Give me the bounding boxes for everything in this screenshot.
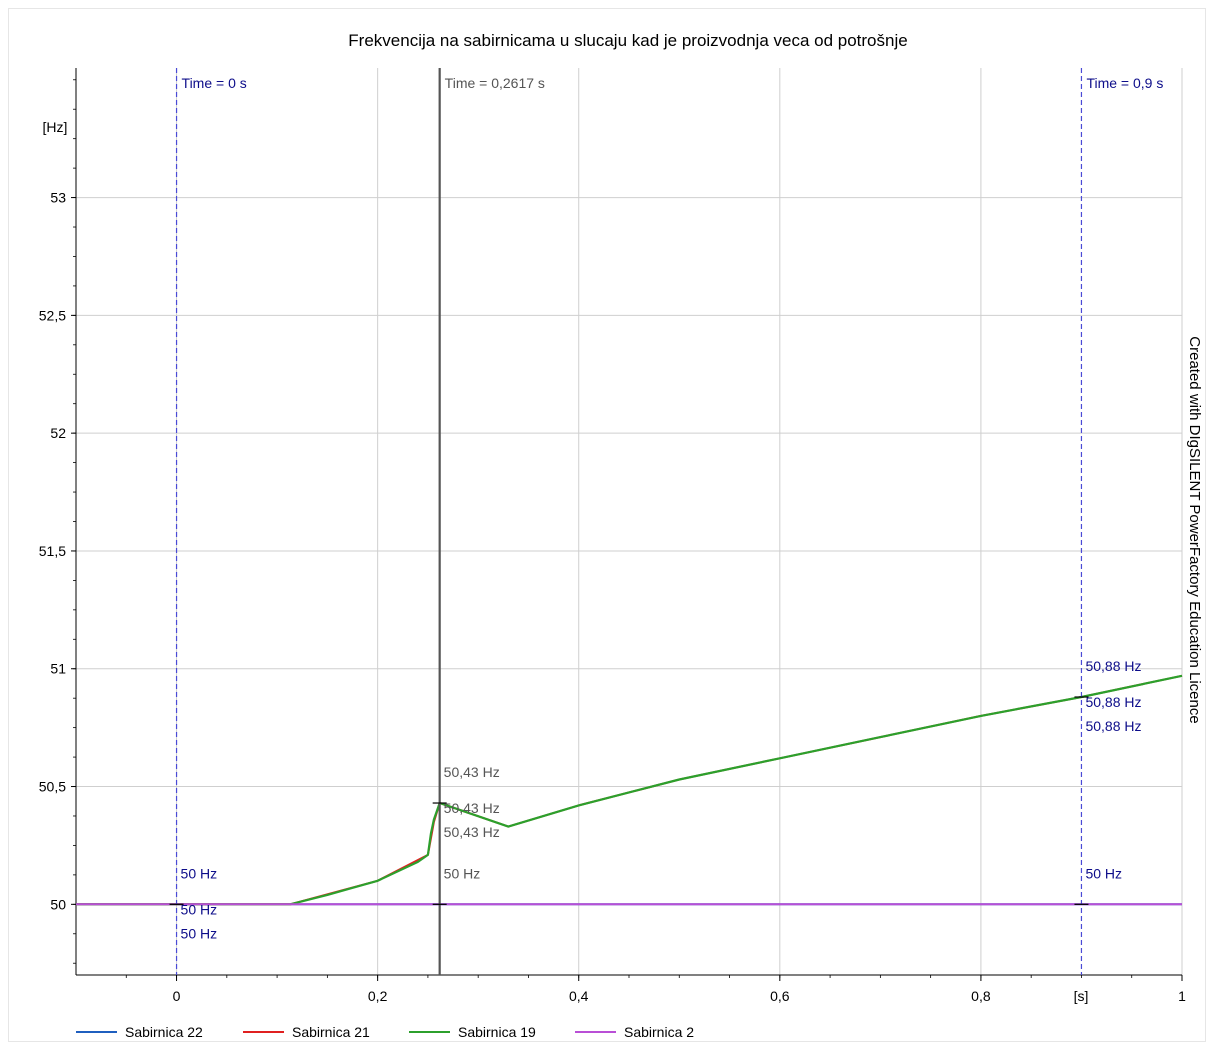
x-tick-label: 0,2 [368, 988, 388, 1004]
x-tick-label: 0,4 [569, 988, 589, 1004]
series-line-sabirnica-19 [76, 674, 1183, 906]
y-tick-label: 53 [50, 190, 66, 206]
cursor-value-label: 50,43 Hz [444, 764, 500, 780]
chart-title: Frekvencija na sabirnicama u slucaju kad… [348, 31, 907, 50]
cursor-label: Time = 0,2617 s [445, 75, 545, 91]
cursor-value-label: 50,43 Hz [444, 824, 500, 840]
legend-label: Sabirnica 2 [624, 1024, 694, 1040]
cursor-value-label: 50,88 Hz [1085, 694, 1141, 710]
axes: 50 50,5 51 51,5 52 52,5 53 0 0,2 0,4 0,6 0,8 1 [39, 68, 1186, 1004]
cursor-label: Time = 0 s [182, 75, 247, 91]
y-tick-label: 51,5 [39, 543, 66, 559]
legend-label: Sabirnica 21 [292, 1024, 370, 1040]
x-tick-label: 0,8 [971, 988, 991, 1004]
cursor-value-label: 50 Hz [1085, 865, 1122, 881]
time-cursors[interactable]: Time = 0 s 50 Hz 50 Hz 50 Hz Time = 0,2617 s… [169, 68, 1164, 975]
x-axis-unit-label: [s] [1074, 988, 1089, 1004]
cursor-value-label: 50 Hz [181, 865, 218, 881]
y-tick-label: 52 [50, 425, 66, 441]
cursor-value-label: 50,88 Hz [1085, 658, 1141, 674]
legend-label: Sabirnica 19 [458, 1024, 536, 1040]
license-watermark: Created with DIgSILENT PowerFactory Educ… [1186, 336, 1203, 723]
y-axis-unit-label: [Hz] [43, 119, 68, 135]
x-tick-label: 0 [173, 988, 181, 1004]
y-tick-label: 50 [50, 896, 66, 912]
cursor-value-label: 50 Hz [181, 925, 218, 941]
grid-lines [76, 68, 1183, 975]
y-tick-label: 50,5 [39, 779, 66, 795]
cursor-label: Time = 0,9 s [1086, 75, 1163, 91]
x-tick-label: 1 [1178, 988, 1186, 1004]
cursor-value-label: 50 Hz [444, 865, 481, 881]
series-lines [76, 674, 1183, 906]
y-tick-label: 52,5 [39, 307, 66, 323]
chart-frame [8, 8, 1206, 1042]
y-tick-label: 51 [50, 661, 66, 677]
cursor-value-label: 50,88 Hz [1085, 718, 1141, 734]
cursor-value-label: 50 Hz [181, 901, 218, 917]
legend: Sabirnica 22 Sabirnica 21 Sabirnica 19 Sabi… [76, 1024, 694, 1040]
cursor-value-label: 50,43 Hz [444, 800, 500, 816]
legend-label: Sabirnica 22 [125, 1024, 203, 1040]
x-tick-label: 0,6 [770, 988, 790, 1004]
